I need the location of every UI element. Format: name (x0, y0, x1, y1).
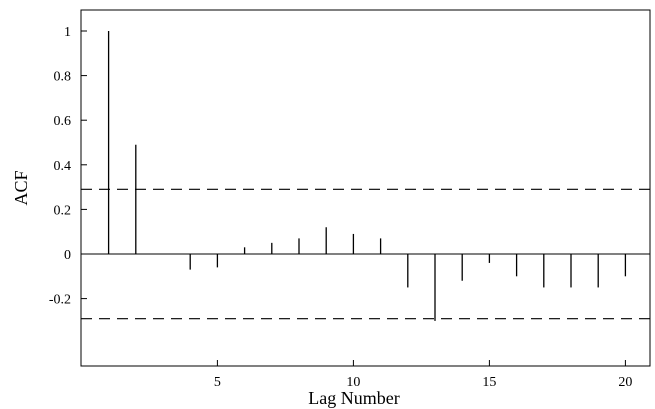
y-tick-label: 0.8 (54, 70, 72, 85)
x-tick-label: 5 (214, 375, 221, 390)
y-tick-label: -0.2 (49, 293, 71, 308)
plot-frame (80, 9, 651, 367)
x-tick-label: 15 (482, 375, 496, 390)
x-tick-label: 20 (618, 375, 632, 390)
x-tick-label: 10 (346, 375, 360, 390)
x-axis-ticks: 5 10 15 20 (214, 360, 632, 390)
y-axis-ticks: -0.2 0 0.2 0.4 0.6 0.8 1 (49, 25, 87, 308)
y-tick-label: 0 (64, 248, 71, 263)
y-tick-label: 0.4 (54, 159, 72, 174)
y-tick-label: 0.6 (54, 114, 72, 129)
y-tick-label: 0.2 (54, 203, 72, 218)
x-axis-label: Lag Number (308, 388, 399, 408)
acf-bars (107, 31, 627, 321)
y-axis-label: ACF (11, 170, 31, 205)
y-tick-label: 1 (64, 25, 71, 40)
